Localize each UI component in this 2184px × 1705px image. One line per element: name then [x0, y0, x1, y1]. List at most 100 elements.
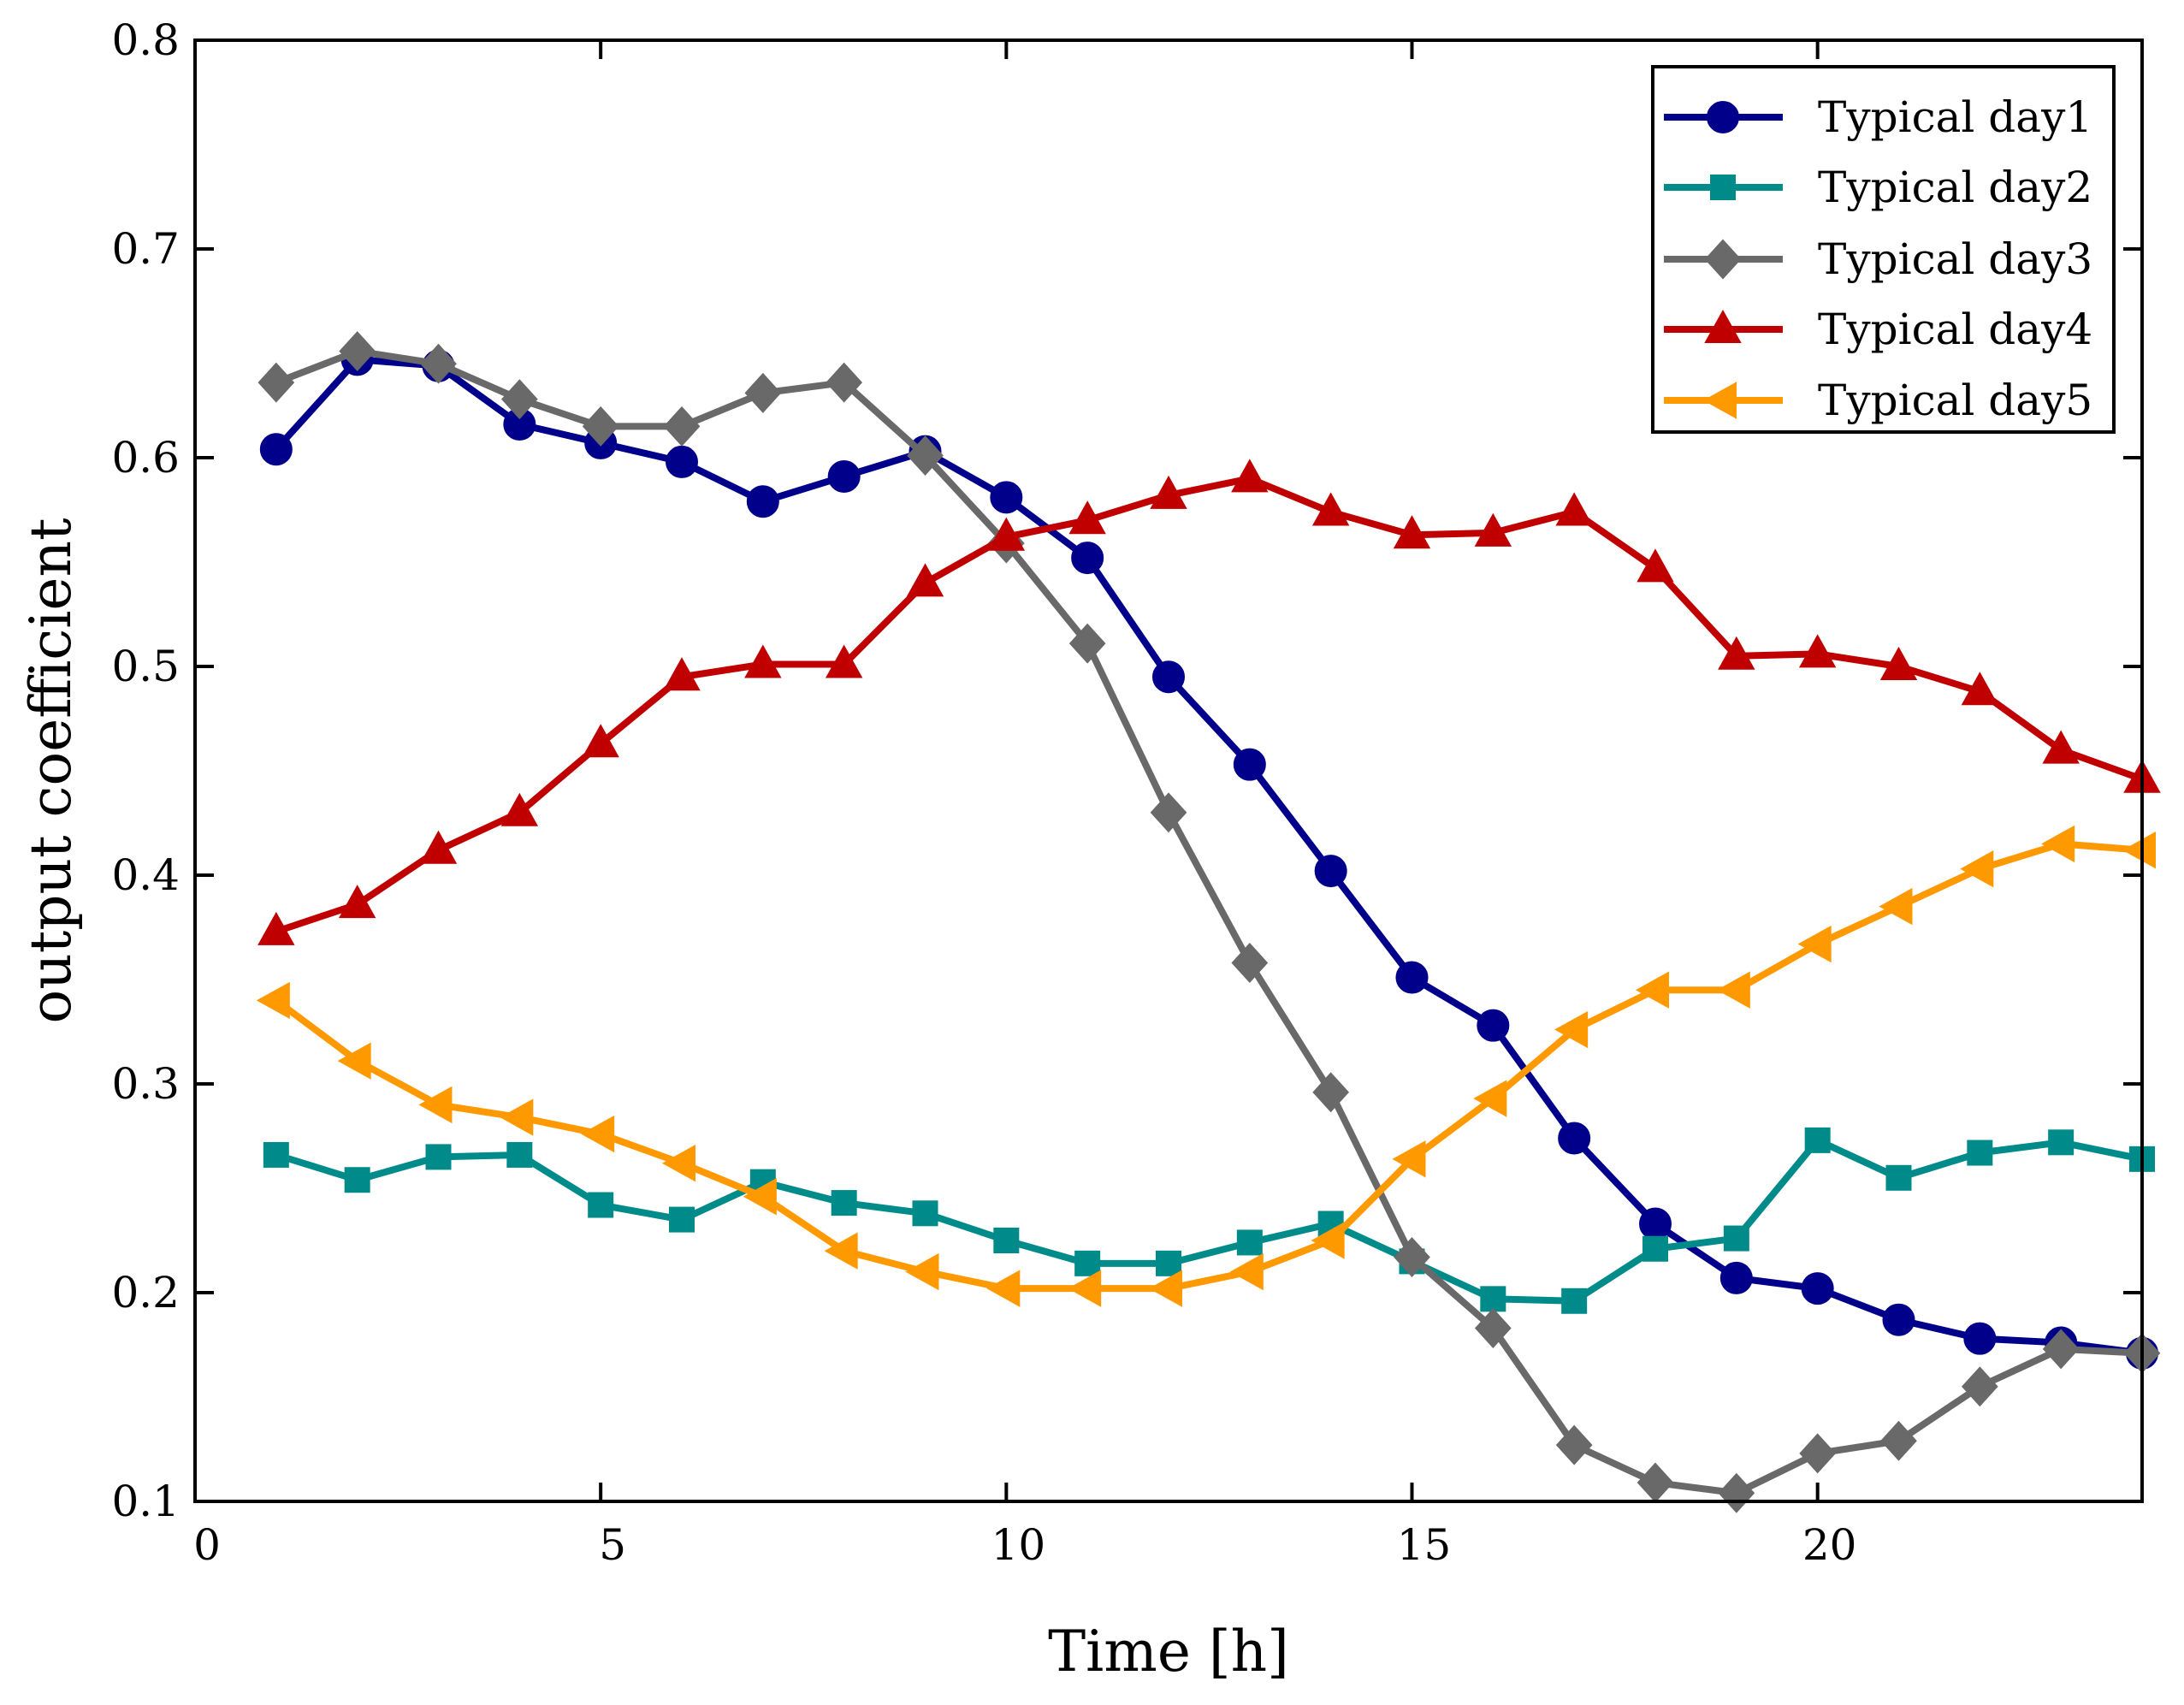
data-point-circle [1882, 1303, 1915, 1336]
data-point-circle [1963, 1322, 1997, 1355]
x-tick-label: 20 [1802, 1520, 1857, 1570]
y-tick-label: 0.2 [111, 1268, 180, 1317]
legend-marker-triangle-up [1704, 309, 1742, 343]
data-point-triangle-left [337, 1042, 371, 1080]
series-1 [259, 343, 2158, 1370]
x-tick-label: 15 [1397, 1520, 1452, 1570]
plot-frame [193, 38, 2144, 1503]
data-point-triangle-up [1879, 646, 1918, 680]
data-point-diamond [1555, 1424, 1593, 1465]
data-point-square [1723, 1225, 1749, 1252]
data-point-triangle-up [663, 657, 701, 691]
data-point-diamond [1637, 1462, 1674, 1503]
y-tick-label: 0.6 [111, 433, 180, 482]
data-point-square [912, 1200, 938, 1227]
series-3 [257, 331, 2161, 1513]
data-point-triangle-up [338, 885, 376, 919]
data-point-circle [1395, 961, 1429, 994]
data-point-square [993, 1228, 1020, 1253]
data-point-diamond [663, 406, 701, 447]
data-point-diamond [1799, 1433, 1837, 1474]
legend-item: Typical day5 [1664, 376, 2092, 425]
data-point-square [1967, 1140, 1993, 1166]
data-point-square [263, 1141, 289, 1168]
data-point-diamond [420, 343, 457, 384]
data-point-triangle-left [1554, 1010, 1589, 1049]
data-point-circle [1477, 1009, 1510, 1042]
data-point-square [831, 1190, 857, 1217]
legend-marker-circle [1707, 101, 1739, 133]
data-point-square [669, 1206, 695, 1233]
data-point-diamond [1312, 1072, 1350, 1113]
data-point-circle [746, 485, 779, 518]
data-point-triangle-up [1474, 512, 1512, 547]
data-point-triangle-left [1068, 1270, 1102, 1307]
legend-label: Typical day4 [1818, 305, 2092, 354]
data-point-square [1236, 1229, 1263, 1256]
y-tick-label: 0.8 [111, 15, 180, 65]
series-layer [256, 331, 2161, 1513]
axis-ticks: 0 5 10 15 20 0.1 0.2 0.3 0.4 0.5 0.6 0.7 0.8 [111, 15, 2142, 1570]
data-point-triangle-left [1716, 971, 1750, 1009]
series-5 [256, 825, 2156, 1307]
y-tick-label: 0.3 [111, 1059, 180, 1109]
data-point-circle [259, 433, 293, 466]
data-point-diamond [826, 362, 863, 403]
y-tick-label: 0.7 [111, 224, 180, 274]
data-point-circle [1314, 855, 1347, 888]
data-point-circle [666, 445, 698, 478]
data-point-triangle-left [500, 1098, 534, 1136]
x-axis-label: Time [h] [1048, 1619, 1289, 1684]
data-point-triangle-up [1231, 459, 1269, 493]
data-point-circle [990, 481, 1023, 514]
data-point-triangle-up [1961, 672, 1999, 706]
data-point-triangle-left [1229, 1252, 1264, 1291]
data-point-triangle-up [257, 911, 295, 945]
data-point-square [1561, 1288, 1588, 1314]
series-line [274, 840, 2143, 1293]
data-point-triangle-left [1635, 971, 1669, 1009]
x-tick-label: 0 [193, 1520, 221, 1570]
data-point-square [1156, 1250, 1181, 1276]
legend-label: Typical day1 [1818, 92, 2092, 142]
data-point-diamond [1474, 1307, 1512, 1348]
data-point-triangle-up [825, 644, 863, 678]
data-point-triangle-left [905, 1252, 939, 1291]
data-point-diamond [744, 372, 782, 413]
data-point-circle [827, 459, 861, 493]
y-tick-label: 0.1 [111, 1477, 180, 1526]
data-point-diamond [582, 406, 619, 447]
data-point-triangle-left [1392, 1140, 1426, 1178]
data-point-triangle-left [2122, 832, 2156, 869]
data-point-triangle-up [1798, 634, 1837, 668]
data-point-triangle-up [987, 517, 1026, 551]
data-point-triangle-up [1555, 492, 1593, 526]
data-point-triangle-up [419, 830, 458, 864]
data-point-triangle-left [986, 1270, 1021, 1307]
data-point-square [1074, 1250, 1101, 1276]
data-point-circle [1801, 1272, 1834, 1305]
x-tick-label: 5 [599, 1520, 626, 1570]
data-point-triangle-left [1148, 1270, 1182, 1307]
legend-item: Typical day4 [1664, 305, 2092, 354]
data-point-square [1642, 1235, 1668, 1262]
data-point-triangle-up [1637, 548, 1674, 583]
legend: Typical day1 Typical day2 Typical day3 Typi… [1651, 65, 2116, 434]
data-point-square [1885, 1164, 1912, 1191]
series-line [275, 1136, 2143, 1305]
data-point-triangle-left [256, 981, 290, 1020]
data-point-triangle-up [906, 563, 944, 597]
data-point-triangle-up [1068, 500, 1106, 535]
data-point-diamond [500, 379, 538, 420]
data-point-square [2048, 1129, 2075, 1156]
series-line [275, 475, 2144, 935]
data-point-triangle-left [581, 1115, 615, 1153]
data-point-diamond [339, 331, 376, 372]
data-point-triangle-up [500, 792, 539, 826]
data-point-square [1480, 1286, 1506, 1312]
data-point-circle [1639, 1207, 1672, 1240]
data-point-diamond [1068, 623, 1106, 664]
data-point-triangle-up [2042, 730, 2080, 764]
legend-marker-diamond [1704, 239, 1742, 280]
